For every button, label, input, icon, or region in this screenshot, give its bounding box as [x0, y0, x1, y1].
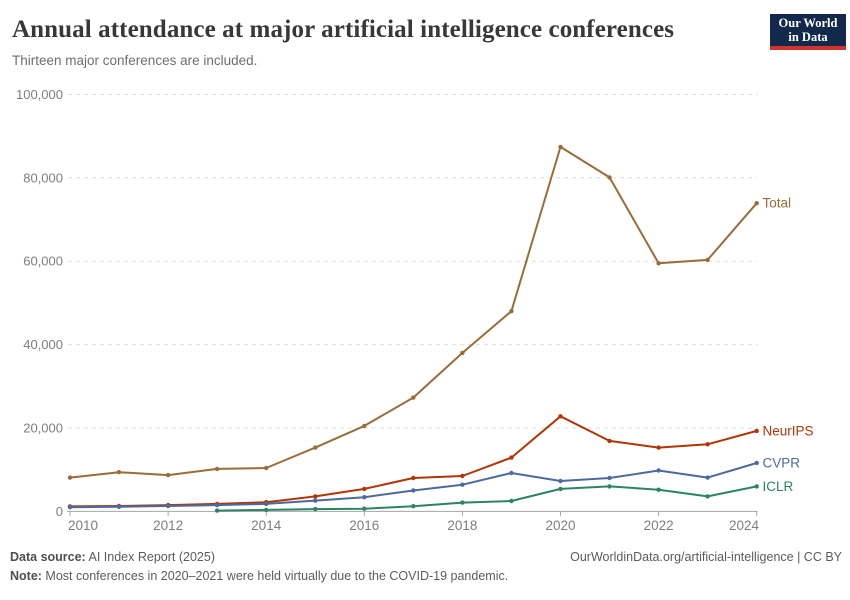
data-point-cvpr[interactable]	[67, 505, 73, 510]
y-tick-label: 40,000	[23, 337, 63, 352]
y-tick-label: 20,000	[23, 421, 63, 436]
data-point-iclr[interactable]	[509, 498, 514, 504]
data-point-total[interactable]	[362, 423, 367, 429]
data-point-cvpr[interactable]	[705, 475, 710, 480]
series-label-iclr[interactable]: ICLR	[763, 479, 794, 494]
note-label: Note:	[10, 569, 42, 583]
footer: Data source: AI Index Report (2025) OurW…	[10, 550, 842, 564]
data-point-iclr[interactable]	[362, 506, 367, 511]
x-tick-label: 2024	[729, 518, 760, 533]
data-point-total[interactable]	[607, 175, 612, 180]
attendance-line-chart: 0 20,000 40,000 60,000 80,000 100,000 2010 2012…	[16, 87, 814, 533]
attribution-link[interactable]: OurWorldinData.org/artificial-intelligen…	[570, 550, 842, 564]
data-point-iclr[interactable]	[313, 506, 318, 512]
data-point-iclr[interactable]	[460, 500, 465, 505]
data-point-neurips[interactable]	[460, 473, 465, 479]
x-tick-label: 2018	[447, 518, 477, 533]
x-tick-label: 2014	[251, 518, 282, 533]
x-tick-label: 2022	[644, 518, 674, 533]
data-point-total[interactable]	[460, 350, 465, 356]
data-point-cvpr[interactable]	[460, 482, 465, 487]
data-point-cvpr[interactable]	[607, 475, 612, 481]
data-point-cvpr[interactable]	[264, 501, 269, 507]
x-tick-label: 2016	[349, 518, 379, 533]
data-point-neurips[interactable]	[362, 486, 367, 492]
data-point-total[interactable]	[754, 201, 759, 206]
owid-logo[interactable]: Our World in Data	[770, 14, 846, 50]
data-point-cvpr[interactable]	[656, 468, 661, 473]
page-subtitle: Thirteen major conferences are included.	[12, 53, 258, 68]
data-source-text: Data source: AI Index Report (2025)	[10, 550, 215, 564]
data-point-neurips[interactable]	[607, 438, 612, 444]
data-point-iclr[interactable]	[656, 487, 661, 492]
footer-note: Note: Most conferences in 2020–2021 were…	[10, 569, 508, 583]
data-point-cvpr[interactable]	[558, 478, 563, 484]
data-point-neurips[interactable]	[558, 414, 563, 419]
data-point-total[interactable]	[411, 395, 416, 400]
x-tick-label: 2012	[153, 518, 183, 533]
data-point-neurips[interactable]	[705, 442, 710, 447]
data-point-cvpr[interactable]	[165, 503, 171, 509]
data-point-neurips[interactable]	[509, 455, 514, 460]
series-line-iclr[interactable]	[216, 485, 758, 512]
series-label-cvpr[interactable]: CVPR	[763, 456, 801, 471]
data-point-total[interactable]	[705, 257, 710, 263]
data-point-total[interactable]	[313, 445, 318, 450]
data-point-iclr[interactable]	[214, 508, 220, 513]
data-point-total[interactable]	[116, 470, 122, 475]
data-point-iclr[interactable]	[411, 504, 416, 509]
data-point-total[interactable]	[509, 309, 514, 314]
owid-logo-line1: Our World	[778, 16, 838, 30]
data-source-value: AI Index Report (2025)	[85, 550, 215, 564]
series-label-neurips[interactable]: NeurIPS	[763, 423, 814, 438]
data-point-iclr[interactable]	[705, 494, 710, 499]
y-tick-label: 0	[56, 504, 63, 519]
note-value: Most conferences in 2020–2021 were held …	[41, 569, 509, 583]
data-point-cvpr[interactable]	[214, 502, 220, 508]
data-point-cvpr[interactable]	[116, 504, 122, 509]
data-point-total[interactable]	[656, 261, 661, 266]
y-tick-label: 60,000	[23, 254, 63, 269]
data-source-label: Data source:	[10, 550, 86, 564]
data-point-neurips[interactable]	[656, 445, 661, 450]
data-point-iclr[interactable]	[264, 507, 269, 513]
data-point-cvpr[interactable]	[362, 495, 367, 500]
data-point-neurips[interactable]	[754, 428, 759, 434]
data-point-cvpr[interactable]	[509, 470, 514, 476]
data-point-total[interactable]	[165, 472, 171, 478]
x-tick-label: 2010	[68, 518, 98, 533]
series-label-total[interactable]: Total	[763, 196, 792, 211]
y-tick-label: 100,000	[16, 87, 63, 102]
data-point-neurips[interactable]	[411, 475, 416, 481]
data-point-iclr[interactable]	[558, 486, 563, 492]
y-tick-label: 80,000	[23, 170, 63, 185]
data-point-iclr[interactable]	[754, 484, 759, 489]
data-point-total[interactable]	[264, 465, 269, 471]
data-point-total[interactable]	[67, 475, 73, 480]
data-point-cvpr[interactable]	[411, 488, 416, 493]
owid-logo-line2: in Data	[788, 30, 828, 44]
data-point-total[interactable]	[214, 466, 220, 472]
series-line-neurips[interactable]	[69, 415, 758, 508]
data-point-total[interactable]	[558, 144, 563, 150]
data-point-iclr[interactable]	[607, 484, 612, 489]
page-title: Annual attendance at major artificial in…	[12, 16, 675, 43]
series-line-cvpr[interactable]	[69, 462, 758, 509]
x-tick-label: 2020	[545, 518, 575, 533]
data-point-cvpr[interactable]	[754, 460, 759, 466]
data-point-cvpr[interactable]	[313, 498, 318, 503]
data-point-neurips[interactable]	[313, 494, 318, 499]
